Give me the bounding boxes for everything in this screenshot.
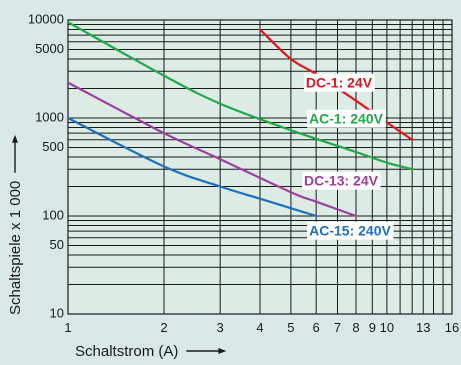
x-tick-label: 8 [352, 320, 359, 335]
y-tick-label: 5000 [35, 41, 64, 56]
x-tick-label: 10 [380, 320, 394, 335]
x-tick-label: 3 [217, 320, 224, 335]
y-tick-label: 1000 [35, 109, 64, 124]
series-label: DC-13: 24V [304, 173, 379, 189]
x-tick-label: 9 [369, 320, 376, 335]
series-line [66, 116, 318, 218]
x-tick-label: 7 [334, 320, 341, 335]
series-label-bg [307, 221, 394, 240]
plot-border [67, 19, 453, 315]
series-label-bg [307, 109, 386, 128]
y-tick-label: 500 [42, 139, 64, 154]
y-axis-label: Schaltspiele x 1 000 [7, 181, 24, 315]
y-tick-label: 10 [50, 305, 64, 320]
x-tick-label: 16 [445, 320, 459, 335]
x-tick-label: 1 [64, 320, 71, 335]
y-axis-arrowhead [12, 134, 18, 143]
y-tick-label: 10000 [28, 11, 64, 26]
series-line [66, 21, 414, 171]
series-label: DC-1: 24V [306, 75, 373, 91]
x-tick-label: 2 [160, 320, 167, 335]
series-label: AC-1: 240V [309, 111, 384, 127]
x-tick-label: 4 [256, 320, 263, 335]
x-tick-label: 13 [416, 320, 430, 335]
series-label-bg [303, 73, 375, 92]
x-axis-arrowhead [218, 348, 227, 354]
x-tick-label: 6 [313, 320, 320, 335]
series-line [66, 81, 358, 218]
x-tick-label: 5 [287, 320, 294, 335]
series-label: AC-15: 240V [309, 223, 391, 239]
y-tick-label: 100 [42, 207, 64, 222]
y-tick-label: 50 [50, 237, 64, 252]
x-axis-label: Schaltstrom (A) [75, 343, 178, 360]
series-label-bg [302, 171, 381, 190]
